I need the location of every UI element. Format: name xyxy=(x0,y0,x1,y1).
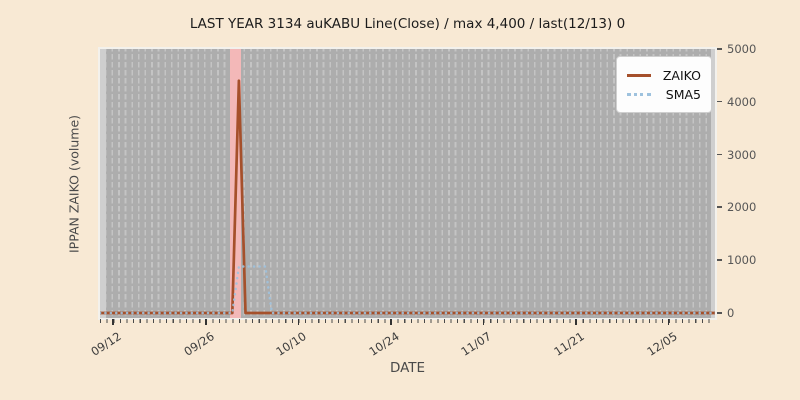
tick-mark xyxy=(482,319,485,325)
x-axis-label: DATE xyxy=(389,360,426,376)
y-axis-label: IPPAN ZAIKO (volume) xyxy=(66,114,82,254)
legend-label-zaiko: ZAIKO xyxy=(662,67,701,83)
x-tick-label: 09/12 xyxy=(88,329,124,359)
tick-mark xyxy=(717,100,722,103)
legend: ZAIKO SMA5 xyxy=(616,56,712,113)
y-tick-label: 2000 xyxy=(727,200,757,215)
sma5-line xyxy=(100,265,715,315)
y-tick-label: 5000 xyxy=(727,42,757,56)
tick-mark xyxy=(717,153,722,156)
legend-label-sma5: SMA5 xyxy=(665,86,701,102)
x-axis-minor-ticks xyxy=(100,319,715,323)
chart-title: LAST YEAR 3134 auKABU Line(Close) / max … xyxy=(189,16,626,32)
x-tick-label: 09/26 xyxy=(180,329,217,359)
plot-right-edge-strip xyxy=(711,49,715,318)
y-tick-label: 4000 xyxy=(727,94,757,109)
x-tick-label: 10/24 xyxy=(366,329,402,359)
x-tick-label: 10/10 xyxy=(273,329,310,359)
plot-background xyxy=(100,49,715,318)
sma5-line-sample xyxy=(627,93,651,96)
tick-mark xyxy=(717,206,722,208)
y-tick-label: 1000 xyxy=(727,253,757,268)
series-lines xyxy=(100,79,715,315)
zaiko-line xyxy=(100,79,715,315)
tick-mark xyxy=(717,259,722,261)
tick-mark xyxy=(297,319,300,325)
x-tick-label: 11/07 xyxy=(458,329,495,359)
tick-mark xyxy=(390,319,392,325)
y-tick-label: 0 xyxy=(727,306,735,320)
y-tick-label: 3000 xyxy=(727,147,757,162)
zaiko-line-sample xyxy=(627,74,651,77)
plot-left-edge-strip xyxy=(100,49,106,318)
legend-item-sma5: SMA5 xyxy=(627,85,701,104)
tick-mark xyxy=(667,319,670,325)
legend-item-zaiko: ZAIKO xyxy=(627,66,701,85)
x-tick-label: 11/21 xyxy=(551,329,587,359)
tick-mark xyxy=(112,319,114,325)
tick-mark xyxy=(717,312,722,314)
x-tick-label: 12/05 xyxy=(643,329,680,359)
tick-mark xyxy=(717,48,722,50)
plot-area: ZAIKO SMA5 xyxy=(98,47,717,320)
tick-mark xyxy=(205,319,207,325)
tick-mark xyxy=(575,319,577,325)
